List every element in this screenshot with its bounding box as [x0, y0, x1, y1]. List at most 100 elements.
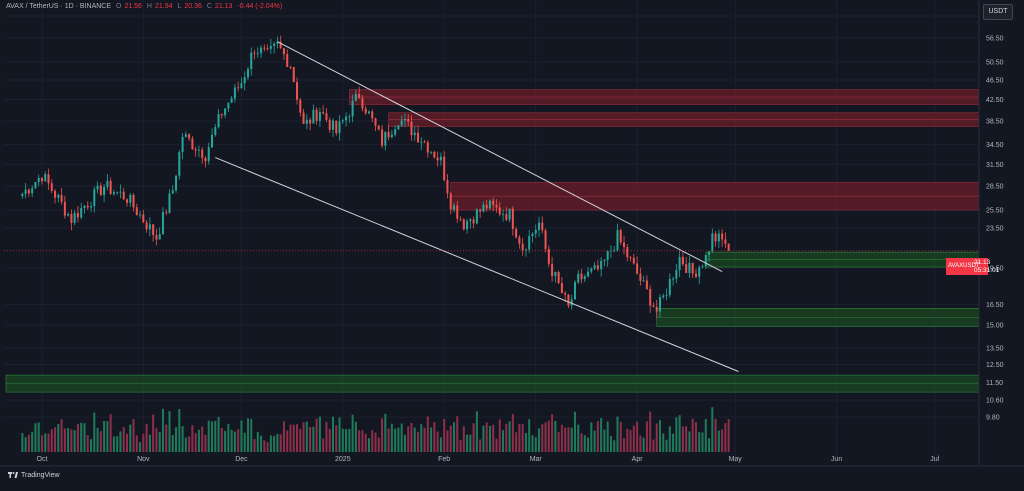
volume-bar	[675, 417, 678, 452]
candle	[237, 87, 240, 89]
candle	[472, 219, 475, 224]
candle	[649, 289, 652, 306]
volume-bar	[351, 414, 354, 452]
volume-bar	[188, 436, 191, 452]
last-price-tag: AVAXUSDT 21.13 05:31:01	[946, 258, 999, 275]
candle	[672, 278, 675, 280]
volume-bar	[694, 422, 697, 452]
candle	[256, 53, 259, 55]
volume-bar	[276, 433, 279, 452]
volume-bar	[462, 426, 465, 452]
volume-bar	[181, 426, 184, 452]
candle	[531, 233, 534, 236]
candle	[171, 190, 174, 194]
volume-bar	[381, 418, 384, 452]
tradingview-footer[interactable]: TradingView	[8, 472, 60, 479]
volume-bar	[505, 423, 508, 452]
volume-bar	[93, 412, 96, 452]
candle	[50, 183, 53, 191]
volume-bar	[459, 439, 462, 452]
volume-bar	[613, 440, 616, 452]
volume-bar	[296, 424, 299, 452]
candle	[492, 200, 495, 206]
candle	[207, 147, 210, 162]
candle	[269, 46, 272, 49]
volume-bar	[577, 424, 580, 452]
volume-bar	[439, 437, 442, 452]
volume-bar	[547, 420, 550, 452]
candle	[381, 129, 384, 146]
candle	[63, 201, 66, 216]
candle	[250, 52, 253, 70]
candle	[309, 119, 312, 124]
candle	[639, 273, 642, 281]
candle	[554, 271, 557, 277]
candle	[665, 295, 668, 296]
volume-bar	[210, 421, 214, 452]
candle	[498, 207, 501, 215]
volume-bar	[446, 430, 449, 452]
volume-bar	[240, 420, 243, 452]
y-tick-label: 28.50	[986, 184, 1004, 191]
candle	[560, 283, 563, 294]
volume-bar	[708, 438, 711, 452]
volume-bar	[158, 431, 161, 452]
volume-bar	[312, 426, 315, 452]
volume-bar	[472, 423, 475, 452]
volume-bar	[109, 414, 112, 452]
candle	[181, 136, 184, 153]
candle	[145, 222, 148, 230]
candle	[67, 213, 70, 216]
trendline[interactable]	[215, 157, 739, 372]
candle	[652, 305, 655, 307]
candle	[341, 120, 344, 122]
candle	[387, 131, 390, 138]
candle	[119, 191, 122, 193]
close-value: 21.13	[214, 3, 233, 10]
volume-bar	[629, 430, 632, 452]
volume-bar	[537, 428, 541, 452]
volume-bar	[217, 416, 220, 452]
symbol-title[interactable]: AVAX / TetherUS · 1D · BINANCE	[6, 3, 112, 10]
volume-bar	[433, 422, 436, 452]
candle	[613, 249, 616, 251]
candle	[243, 77, 246, 84]
high-label: H	[146, 3, 152, 10]
candle	[439, 156, 442, 161]
candle	[93, 189, 96, 207]
currency-button[interactable]: USDT	[983, 4, 1013, 20]
candle	[60, 195, 63, 202]
volume-bar	[83, 423, 86, 452]
candle	[338, 121, 341, 134]
volume-bar	[90, 439, 93, 452]
volume-bar	[338, 417, 341, 452]
volume-bar	[116, 436, 119, 452]
volume-bar	[600, 418, 603, 452]
y-tick-label: 12.50	[986, 362, 1004, 369]
candle	[345, 116, 348, 121]
volume-bar	[325, 421, 328, 452]
candle	[528, 235, 531, 250]
volume-bar	[596, 421, 599, 452]
candle	[593, 265, 596, 269]
volume-bar	[63, 428, 66, 452]
volume-bar	[243, 432, 246, 452]
volume-bar	[573, 411, 576, 452]
open-value: 21.56	[124, 3, 142, 10]
volume-bar	[544, 422, 547, 452]
candle	[158, 234, 161, 240]
volume-bar	[250, 418, 253, 452]
volume-bar	[191, 425, 194, 452]
high-value: 21.94	[154, 3, 173, 10]
volume-bar	[508, 421, 511, 452]
volume-bar	[76, 424, 79, 452]
volume-bar	[714, 418, 717, 452]
volume-bar	[322, 438, 325, 452]
volume-bar	[299, 429, 302, 452]
candle	[423, 141, 426, 143]
trendline[interactable]	[277, 41, 723, 272]
y-tick-label: 46.50	[986, 78, 1004, 85]
